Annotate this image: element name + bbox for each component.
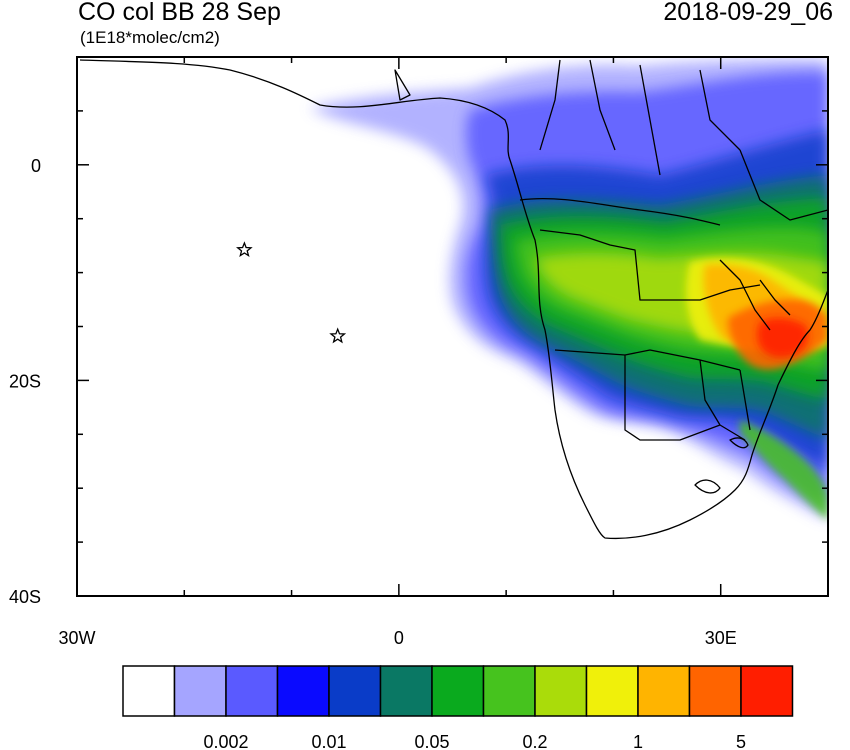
colorbar-swatch bbox=[431, 665, 485, 717]
colorbar-label: 0.01 bbox=[311, 732, 346, 750]
colorbar-label: 0.2 bbox=[522, 732, 547, 750]
africa-coastline bbox=[79, 59, 828, 540]
colorbar-swatch bbox=[276, 665, 330, 717]
colorbar-swatch bbox=[173, 665, 227, 717]
x-tick-label: 0 bbox=[394, 628, 404, 648]
colorbar-swatch bbox=[534, 665, 588, 717]
colorbar-swatch bbox=[688, 665, 742, 717]
colorbar: 0.002 0.01 0.05 0.2 1 5 bbox=[122, 665, 794, 750]
star-marker-icon bbox=[236, 241, 253, 258]
colorbar-label: 1 bbox=[633, 732, 643, 750]
star-markers bbox=[236, 241, 347, 344]
colorbar-swatch bbox=[585, 665, 639, 717]
colorbar-label: 0.002 bbox=[203, 732, 248, 750]
colorbar-label: 0.05 bbox=[414, 732, 449, 750]
southern-borders bbox=[554, 349, 751, 441]
x-tick-label: 30W bbox=[58, 628, 95, 648]
star-marker-icon bbox=[329, 327, 347, 344]
colorbar-swatch bbox=[740, 665, 794, 717]
map-panel bbox=[77, 57, 828, 596]
colorbar-swatch bbox=[379, 665, 433, 717]
colorbar-swatch bbox=[482, 665, 536, 717]
axis-ticks bbox=[76, 56, 829, 597]
y-tick-label: 40S bbox=[9, 587, 41, 607]
colorbar-swatch bbox=[637, 665, 691, 717]
colorbar-swatch bbox=[225, 665, 279, 717]
lake-volta bbox=[394, 69, 411, 101]
plume-red bbox=[757, 318, 809, 358]
axis-tick-labels: 30W 0 30E 0 20S 40S bbox=[9, 156, 737, 648]
central-borders bbox=[519, 198, 761, 301]
y-tick-label: 0 bbox=[31, 156, 41, 176]
map-units: (1E18*molec/cm2) bbox=[80, 28, 220, 47]
colorbar-label: 5 bbox=[736, 732, 746, 750]
northern-borders bbox=[539, 59, 828, 221]
plume-southeast-arm bbox=[740, 420, 828, 520]
y-tick-label: 20S bbox=[9, 371, 41, 391]
rift-borders bbox=[719, 259, 791, 331]
colorbar-swatch bbox=[122, 665, 176, 717]
coastlines bbox=[79, 59, 828, 540]
x-tick-label: 30E bbox=[705, 628, 737, 648]
enclave-borders bbox=[694, 437, 749, 494]
map-datetime: 2018-09-29_06 bbox=[663, 0, 833, 26]
map-title: CO col BB 28 Sep bbox=[78, 0, 281, 26]
colorbar-swatch bbox=[328, 665, 382, 717]
